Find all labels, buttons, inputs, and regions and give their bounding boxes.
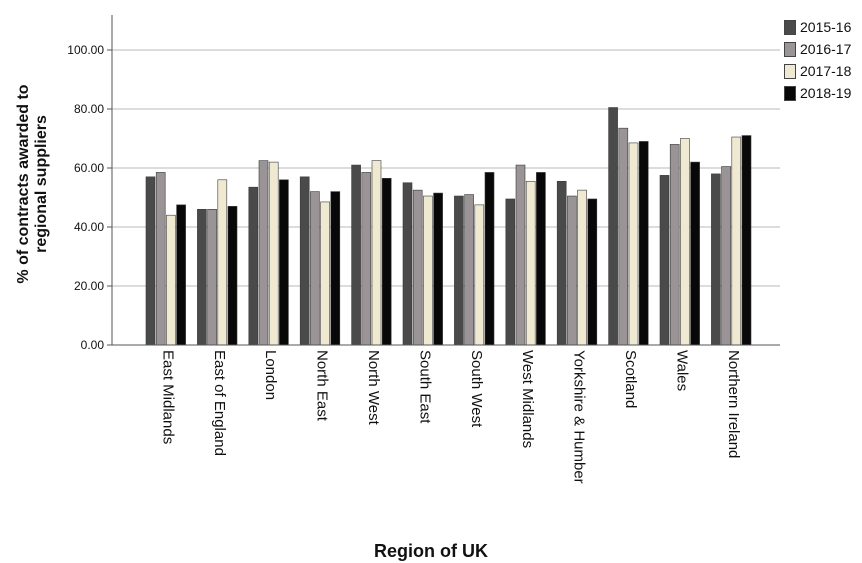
- bar: [484, 172, 495, 346]
- x-axis-label: Region of UK: [374, 541, 488, 561]
- legend-swatch: [784, 63, 796, 79]
- x-tick-label: North East: [314, 350, 331, 422]
- bar: [268, 161, 279, 346]
- y-tick-label: 80.00: [74, 102, 104, 116]
- x-tick-label: Scotland: [622, 350, 639, 408]
- bar: [454, 195, 464, 346]
- bar: [659, 175, 670, 346]
- bars: [145, 107, 752, 346]
- legend-label: 2017-18: [800, 63, 852, 79]
- bar: [361, 172, 372, 346]
- bar: [711, 173, 721, 346]
- x-tick-label: North West: [365, 350, 382, 426]
- bar: [721, 166, 731, 346]
- x-tick-label: London: [262, 350, 279, 400]
- bar: [669, 144, 680, 346]
- y-tick-label: 20.00: [74, 279, 104, 293]
- bar: [145, 176, 156, 346]
- legend-swatch: [784, 85, 796, 101]
- legend-label: 2016-17: [800, 41, 852, 57]
- bar: [155, 172, 166, 346]
- y-tick-label: 40.00: [74, 220, 104, 234]
- axes: [107, 15, 780, 346]
- bar: [680, 138, 690, 346]
- y-tick-labels: 0.00 20.00 40.00 60.00 80.00 100.00: [67, 43, 104, 352]
- legend-label: 2018-19: [800, 85, 852, 101]
- x-tick-labels: East Midlands East of England London North …: [159, 350, 741, 484]
- bar: [587, 198, 598, 346]
- bar: [412, 189, 423, 346]
- x-tick-label: East Midlands: [159, 350, 176, 444]
- x-tick-label: Yorkshire & Humber: [571, 350, 588, 484]
- bar: [299, 176, 310, 346]
- bar: [433, 192, 443, 346]
- y-tick-label: 0.00: [81, 338, 105, 352]
- y-tick-label: 100.00: [67, 43, 104, 57]
- bar: [536, 172, 546, 346]
- bar: [248, 186, 259, 346]
- bar: [618, 127, 629, 346]
- legend-swatch: [784, 41, 796, 57]
- bar: [381, 178, 392, 346]
- bar: [731, 136, 742, 346]
- legend-swatch: [784, 19, 796, 35]
- legend: 2015-16 2016-17 2017-18 2018-19: [784, 16, 851, 104]
- bar: [279, 179, 289, 346]
- x-tick-label: East of England: [211, 350, 228, 456]
- bar: [402, 182, 413, 346]
- bar: [556, 180, 567, 346]
- legend-item: 2015-16: [784, 16, 851, 38]
- bar: [207, 209, 217, 346]
- bar: [320, 201, 330, 346]
- bar: [217, 179, 228, 346]
- y-tick-label: 60.00: [74, 161, 104, 175]
- bar: [474, 204, 485, 346]
- bar: [351, 164, 361, 346]
- bar: [166, 214, 176, 346]
- bar: [464, 194, 474, 346]
- bar: [227, 206, 238, 346]
- bar: [690, 161, 700, 346]
- y-axis-label-line: % of contracts awarded to: [15, 84, 32, 283]
- bar: [423, 195, 433, 346]
- y-axis-label: % of contracts awarded toregional suppli…: [15, 84, 50, 283]
- bar: [567, 195, 577, 346]
- bar: [176, 204, 186, 346]
- bar: [628, 142, 639, 346]
- x-tick-label: South West: [468, 350, 485, 428]
- x-tick-label: Northern Ireland: [725, 350, 742, 458]
- bar: [330, 191, 341, 346]
- bar: [197, 209, 207, 346]
- legend-label: 2015-16: [800, 19, 852, 35]
- bar: [371, 160, 382, 346]
- bar: [505, 198, 516, 346]
- legend-item: 2016-17: [784, 38, 851, 60]
- legend-item: 2018-19: [784, 82, 851, 104]
- bar: [638, 141, 649, 346]
- x-tick-label: Wales: [673, 350, 690, 391]
- bar: [258, 160, 269, 346]
- bar: [310, 191, 320, 346]
- bar: [525, 180, 536, 346]
- x-tick-label: West Midlands: [519, 350, 536, 448]
- bar: [741, 135, 752, 346]
- y-axis-label-line: regional suppliers: [33, 115, 50, 253]
- bar: [515, 164, 526, 346]
- bar: [577, 189, 587, 346]
- bar: [608, 107, 618, 346]
- x-tick-label: South East: [416, 350, 433, 424]
- legend-item: 2017-18: [784, 60, 851, 82]
